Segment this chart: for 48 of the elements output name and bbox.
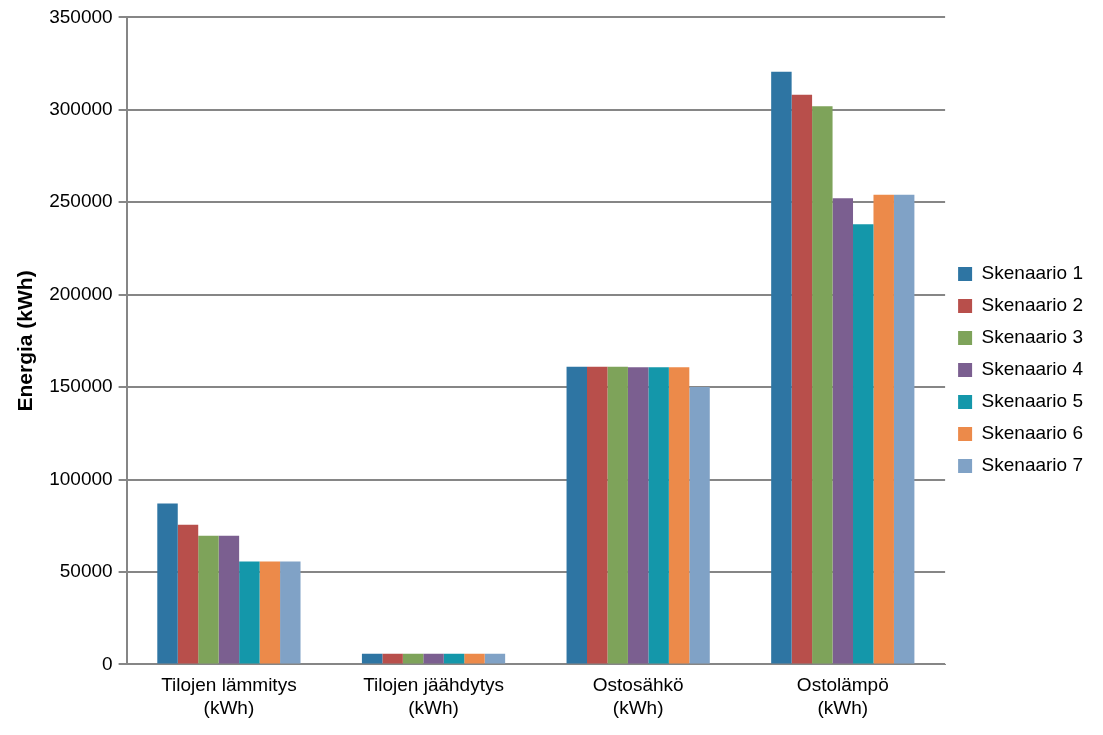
bar xyxy=(607,366,628,664)
legend-label: Skenaario 1 xyxy=(981,262,1083,284)
legend-label: Skenaario 7 xyxy=(981,454,1083,476)
bar xyxy=(484,653,506,664)
bar xyxy=(853,224,874,664)
y-tick-label: 250000 xyxy=(49,190,113,212)
bar xyxy=(402,653,424,664)
y-tick-label: 0 xyxy=(102,652,113,674)
legend-label: Skenaario 4 xyxy=(981,358,1084,380)
legend-label: Skenaario 3 xyxy=(981,326,1083,348)
y-tick-label: 300000 xyxy=(49,98,113,120)
y-axis-title: Energia (kWh) xyxy=(13,270,37,412)
y-tick-label: 150000 xyxy=(49,375,113,397)
legend-label: Skenaario 6 xyxy=(981,422,1083,444)
bar xyxy=(668,367,690,664)
bar xyxy=(689,387,710,664)
x-tick-label: Ostosähkö (kWh) xyxy=(592,674,684,718)
bar xyxy=(382,653,403,664)
bar xyxy=(280,561,301,664)
y-tick-label: 200000 xyxy=(49,282,113,304)
bar xyxy=(873,194,894,664)
y-tick-label: 50000 xyxy=(59,560,113,582)
legend-label: Skenaario 2 xyxy=(981,294,1083,316)
bar xyxy=(218,535,240,664)
bar xyxy=(259,561,281,664)
bar xyxy=(791,94,813,664)
bar xyxy=(812,106,833,664)
legend-label: Skenaario 5 xyxy=(981,390,1083,412)
bar xyxy=(198,535,219,664)
bar xyxy=(648,367,669,664)
y-tick-label: 100000 xyxy=(49,467,113,489)
x-tick-label: Tilojen jäähdytys (kWh) xyxy=(363,674,504,718)
bar xyxy=(464,653,485,664)
bar xyxy=(566,366,588,664)
x-tick-label: Ostolämpö (kWh) xyxy=(796,674,889,718)
bar xyxy=(177,524,199,664)
bar xyxy=(627,367,649,664)
bar xyxy=(423,653,444,664)
bar xyxy=(893,194,915,664)
bar xyxy=(239,561,260,664)
bar xyxy=(443,653,465,664)
bar xyxy=(361,653,383,664)
bar xyxy=(771,71,792,664)
bar xyxy=(832,198,854,664)
bar xyxy=(587,366,608,664)
y-tick-label: 350000 xyxy=(49,5,113,27)
bar xyxy=(157,503,178,664)
x-tick-label: Tilojen lämmitys (kWh) xyxy=(161,674,297,718)
